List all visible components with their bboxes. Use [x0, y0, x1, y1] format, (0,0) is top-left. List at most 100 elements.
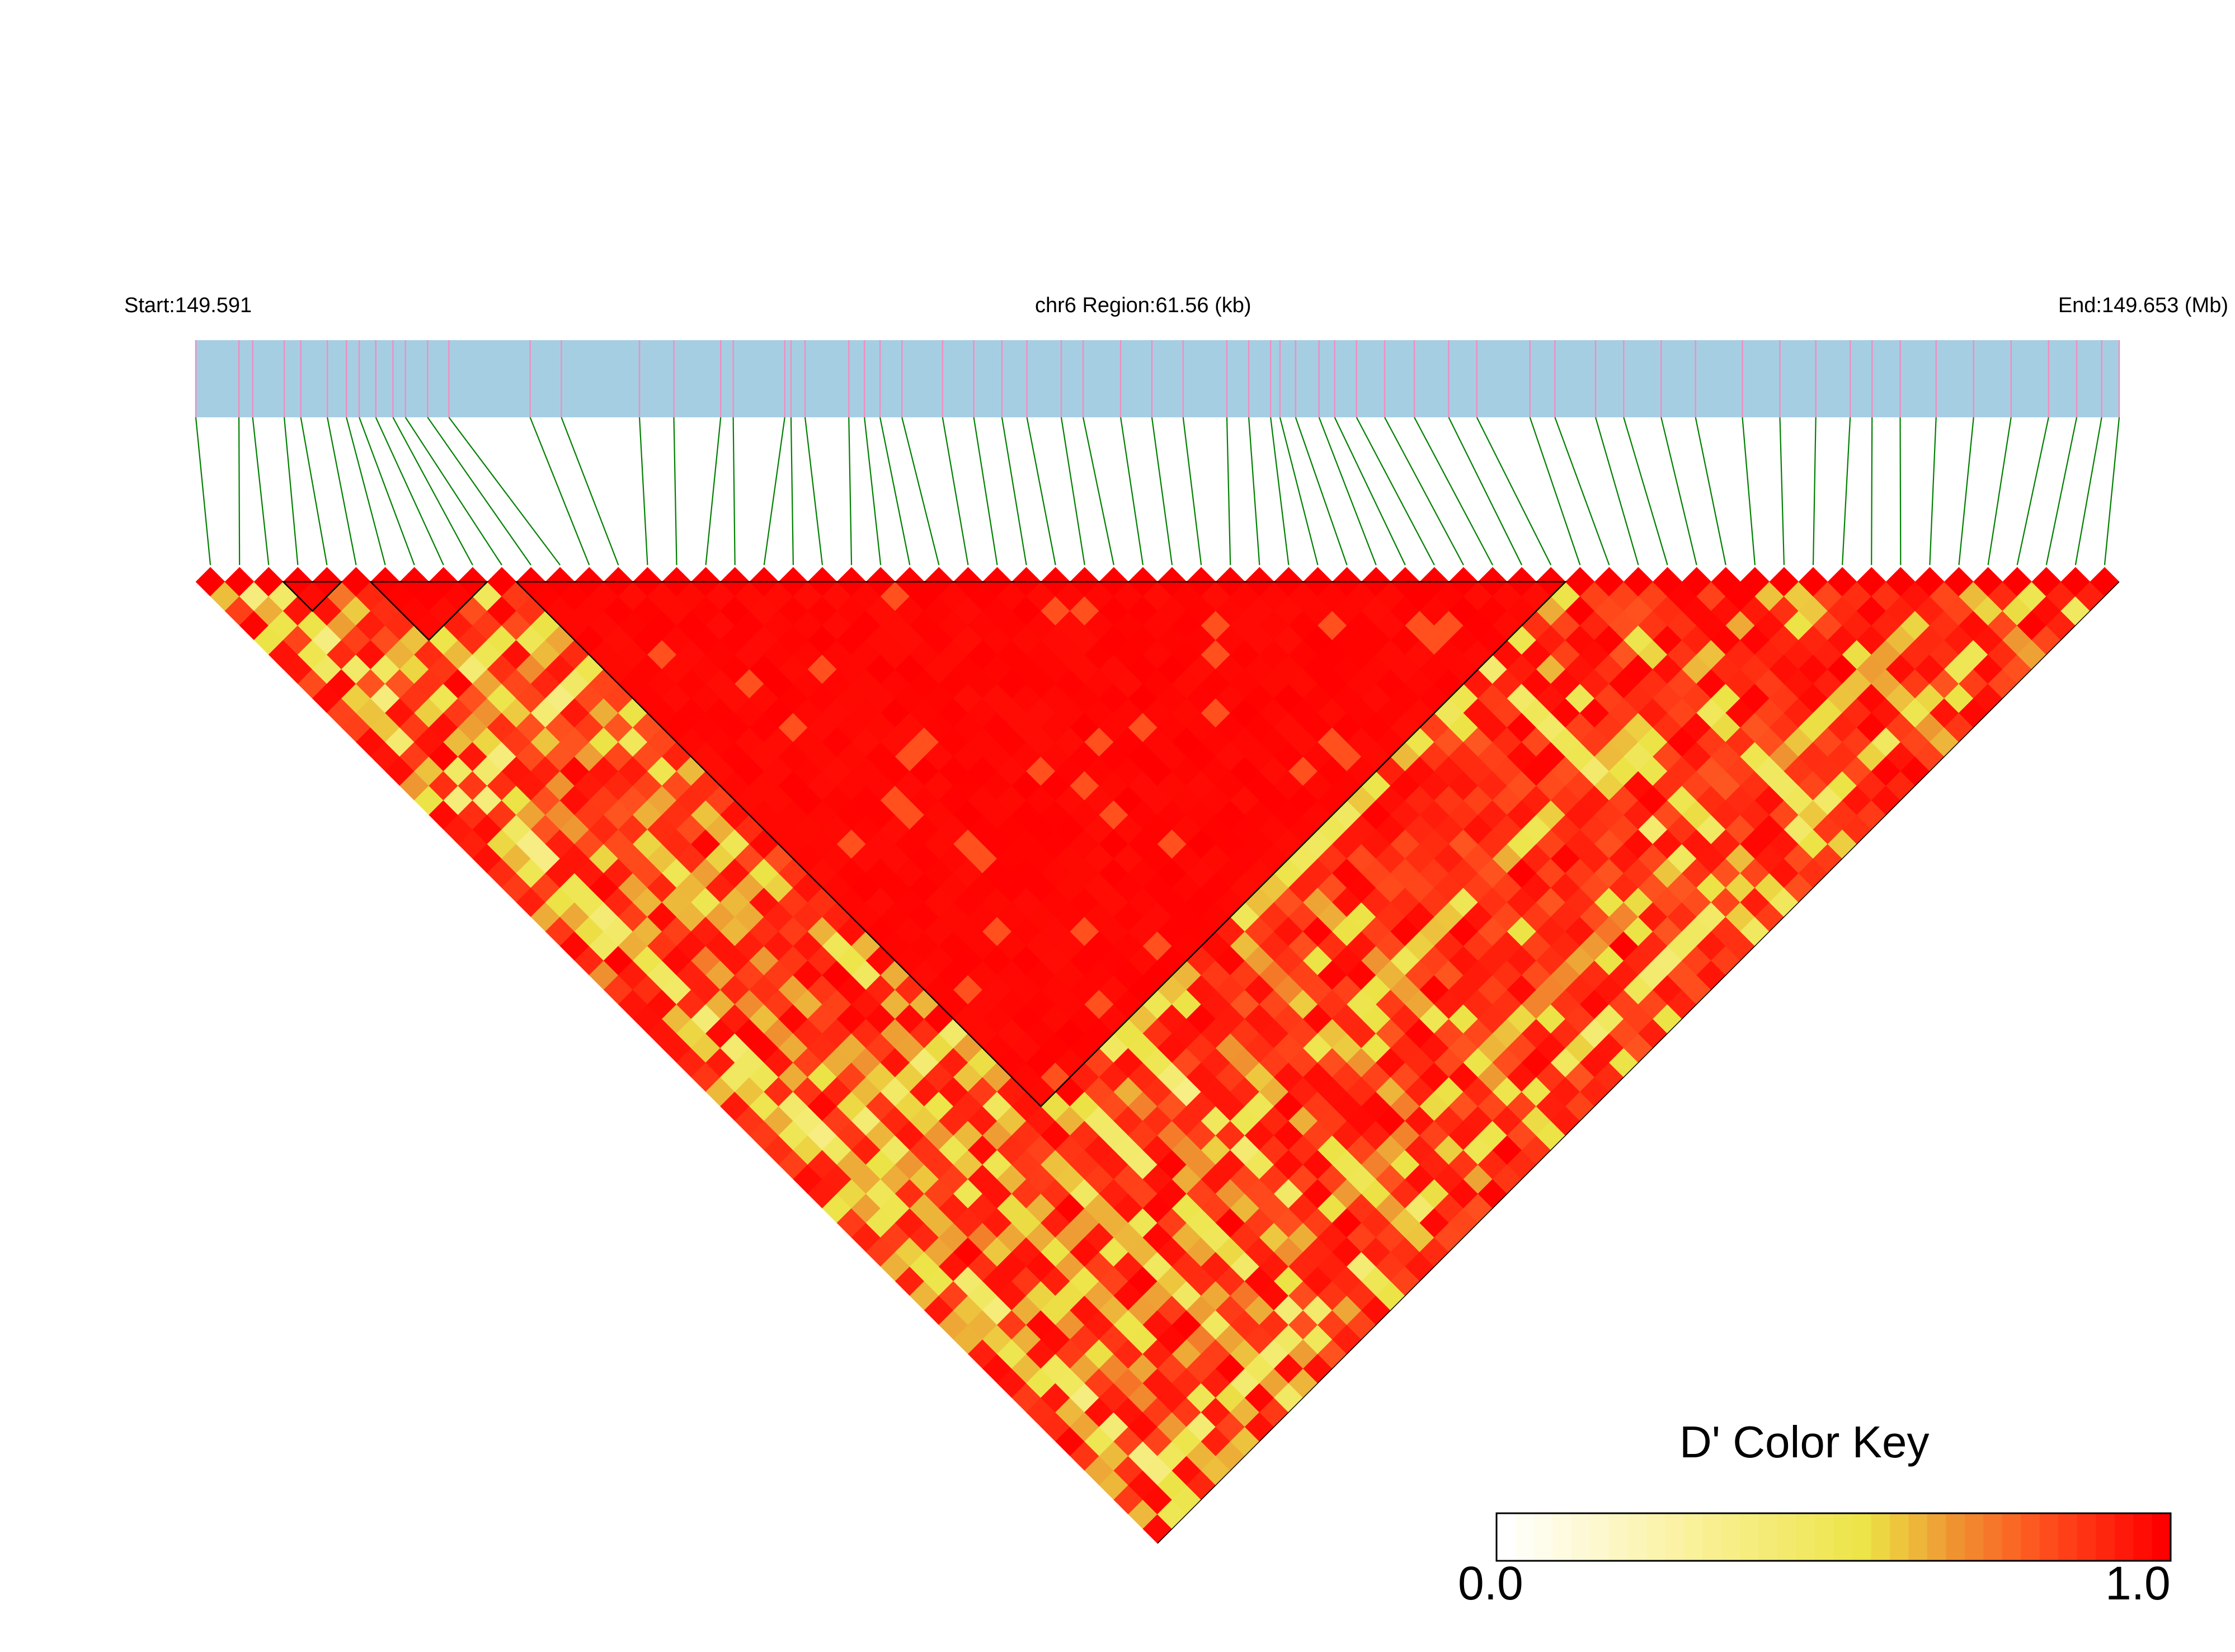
- snp-connector-line: [2016, 417, 2049, 566]
- snp-connector-line: [1279, 417, 1319, 566]
- color-key-swatch: [1515, 1513, 1535, 1561]
- color-key-swatch: [1552, 1513, 1572, 1561]
- snp-connector-line: [252, 417, 270, 566]
- snp-connector-line: [1695, 417, 1726, 566]
- snp-connector-line: [673, 417, 677, 566]
- snp-connector-line: [2045, 417, 2078, 566]
- color-key-swatch: [1497, 1513, 1516, 1561]
- color-key-swatch: [1946, 1513, 1965, 1561]
- snp-connector-line: [1899, 417, 1902, 566]
- snp-connector-line: [1060, 417, 1085, 566]
- snp-connector-line: [973, 417, 998, 566]
- snp-connector-line: [1318, 417, 1377, 566]
- snp-connector-line: [283, 417, 299, 566]
- snp-connector-line: [1529, 417, 1581, 566]
- snp-connector-line: [1448, 417, 1523, 566]
- snp-connector-line: [1182, 417, 1202, 566]
- snp-connector-line: [901, 417, 940, 566]
- color-key-swatch: [2058, 1513, 2078, 1561]
- snp-connector-line: [1334, 417, 1406, 566]
- snp-connector-line: [638, 417, 648, 566]
- region-size-label: chr6 Region:61.56 (kb): [1035, 294, 1251, 317]
- color-key-swatch: [1683, 1513, 1704, 1561]
- color-key-swatch: [2039, 1513, 2059, 1561]
- snp-connector-line: [848, 417, 853, 566]
- color-key-frame: [1495, 1512, 2172, 1562]
- color-key-swatch: [1665, 1513, 1685, 1561]
- color-key-swatch: [2077, 1513, 2097, 1561]
- snp-connector-line: [1476, 417, 1552, 566]
- color-key-swatch: [1833, 1513, 1853, 1561]
- snp-connector-line: [359, 417, 415, 566]
- color-key-title: D' Color Key: [1679, 1417, 1930, 1467]
- snp-connector-line: [195, 417, 211, 566]
- snp-connector-line: [404, 417, 502, 566]
- snp-connector-line: [346, 417, 386, 566]
- snp-connector-line: [1248, 417, 1260, 566]
- color-key-swatch: [1908, 1513, 1928, 1561]
- snp-connector-line: [529, 417, 590, 566]
- snp-connector-line: [1083, 417, 1114, 566]
- snp-connector-line: [864, 417, 882, 566]
- snp-connector-line: [1554, 417, 1610, 566]
- snp-connector-line: [1812, 417, 1817, 566]
- color-key-swatch: [1533, 1513, 1554, 1561]
- snp-connector-line: [1270, 417, 1290, 566]
- color-key-swatch: [1777, 1513, 1797, 1561]
- color-key-swatch: [1815, 1513, 1834, 1561]
- color-key-swatch: [1702, 1513, 1722, 1561]
- snp-connector-line: [1779, 417, 1785, 566]
- snp-connector-line: [804, 417, 824, 566]
- ld-block-outline-layer: [281, 581, 2120, 1544]
- region-end-label: End:149.653 (Mb): [2058, 294, 2228, 317]
- snp-connector-line: [1623, 417, 1668, 566]
- ld-cell-layer: [195, 567, 2120, 1544]
- snp-connector-line: [1384, 417, 1464, 566]
- color-key-min-label: 0.0: [1458, 1557, 1523, 1609]
- color-key-swatch: [1796, 1513, 1816, 1561]
- color-key-swatch: [1571, 1513, 1591, 1561]
- color-key-swatch: [2133, 1513, 2153, 1561]
- snp-connector-line: [1929, 417, 1937, 566]
- snp-connector-line: [1295, 417, 1348, 566]
- snp-connector-line: [1742, 417, 1756, 566]
- color-key-swatch: [2114, 1513, 2134, 1561]
- snp-connector-line: [1226, 417, 1231, 566]
- snp-connector-line: [2104, 417, 2120, 566]
- snp-connector-line: [1120, 417, 1144, 566]
- snp-connector-line: [375, 417, 444, 566]
- snp-connector-line: [1026, 417, 1056, 566]
- color-key-swatch: [2021, 1513, 2040, 1561]
- snp-connector-line: [732, 417, 736, 566]
- color-key-swatch: [1871, 1513, 1890, 1561]
- ld-block-outline: [369, 581, 489, 641]
- color-key-swatch: [1590, 1513, 1610, 1561]
- snp-connector-line: [1414, 417, 1494, 566]
- ld-block-outline: [514, 581, 1568, 1108]
- gene-track-bar: [196, 340, 2119, 417]
- color-key-swatch: [2096, 1513, 2115, 1561]
- color-key-swatch: [1983, 1513, 2003, 1561]
- color-key-swatch: [1758, 1513, 1778, 1561]
- snp-connector-line: [1842, 417, 1851, 566]
- snp-connector-line: [1001, 417, 1027, 566]
- snp-connector-line: [879, 417, 911, 566]
- snp-connector-line: [1987, 417, 2012, 566]
- region-start-label: Start:149.591: [124, 294, 252, 317]
- snp-connector-line: [942, 417, 969, 566]
- color-key-swatch: [2002, 1513, 2022, 1561]
- snp-connector-line: [300, 417, 328, 566]
- snp-connector-line: [763, 417, 785, 566]
- snp-connector-layer: [195, 417, 2120, 566]
- snp-connector-line: [1871, 417, 1873, 566]
- triangle-edge: [1157, 581, 2120, 1544]
- color-key-swatch: [1740, 1513, 1759, 1561]
- snp-connector-line: [427, 417, 531, 566]
- color-key-max-label: 1.0: [2105, 1557, 2171, 1609]
- snp-connector-line: [1958, 417, 1974, 566]
- color-key-swatch: [1646, 1513, 1666, 1561]
- color-key-layer: [1495, 1512, 2172, 1562]
- color-key-swatch: [1627, 1513, 1647, 1561]
- snp-connector-line: [1356, 417, 1435, 566]
